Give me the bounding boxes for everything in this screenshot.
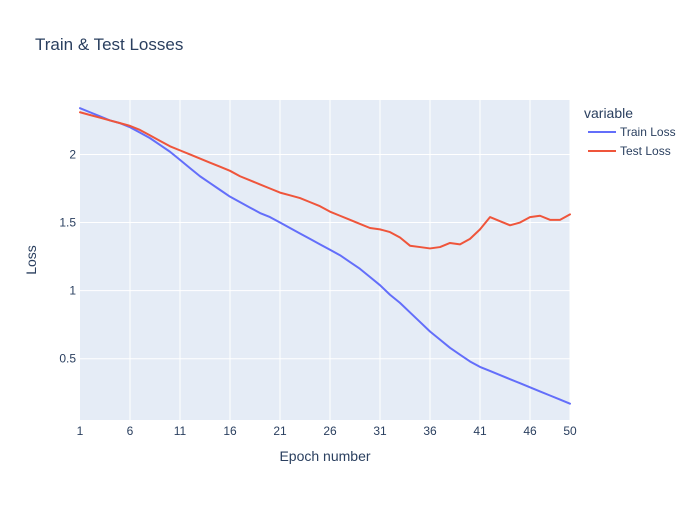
- legend-items: Train Loss Test Loss: [588, 125, 676, 158]
- x-tick-label: 21: [273, 424, 287, 438]
- x-tick-label: 6: [127, 424, 134, 438]
- x-tick-label: 16: [223, 424, 237, 438]
- y-axis-title: Loss: [23, 245, 39, 275]
- y-tick-label: 1: [69, 284, 76, 298]
- plot-area: [80, 100, 570, 420]
- legend: variable Train Loss Test Loss: [584, 105, 676, 158]
- x-tick-label: 41: [473, 424, 487, 438]
- x-tick-label: 26: [323, 424, 337, 438]
- legend-label: Train Loss: [620, 125, 676, 139]
- x-tick-label: 11: [174, 424, 187, 438]
- y-axis-ticks: 0.5 1 1.5 2: [59, 147, 76, 365]
- y-tick-label: 1.5: [59, 216, 76, 230]
- grid-lines: [80, 100, 571, 420]
- y-tick-label: 2: [69, 147, 76, 161]
- x-axis-ticks: 1 6 11 16 21 26 31 36 41 46 50: [77, 424, 577, 438]
- chart-title: Train & Test Losses: [35, 35, 183, 54]
- x-tick-label: 50: [563, 424, 577, 438]
- series-line-test-loss: [79, 111, 571, 250]
- series-lines: [79, 107, 571, 405]
- x-tick-label: 46: [523, 424, 537, 438]
- x-tick-label: 31: [373, 424, 387, 438]
- x-tick-label: 1: [77, 424, 84, 438]
- x-axis-title: Epoch number: [279, 448, 370, 464]
- series-line-train-loss: [79, 107, 571, 405]
- y-tick-label: 0.5: [59, 352, 76, 366]
- legend-label: Test Loss: [620, 144, 671, 158]
- x-tick-label: 36: [423, 424, 437, 438]
- legend-title: variable: [584, 105, 633, 121]
